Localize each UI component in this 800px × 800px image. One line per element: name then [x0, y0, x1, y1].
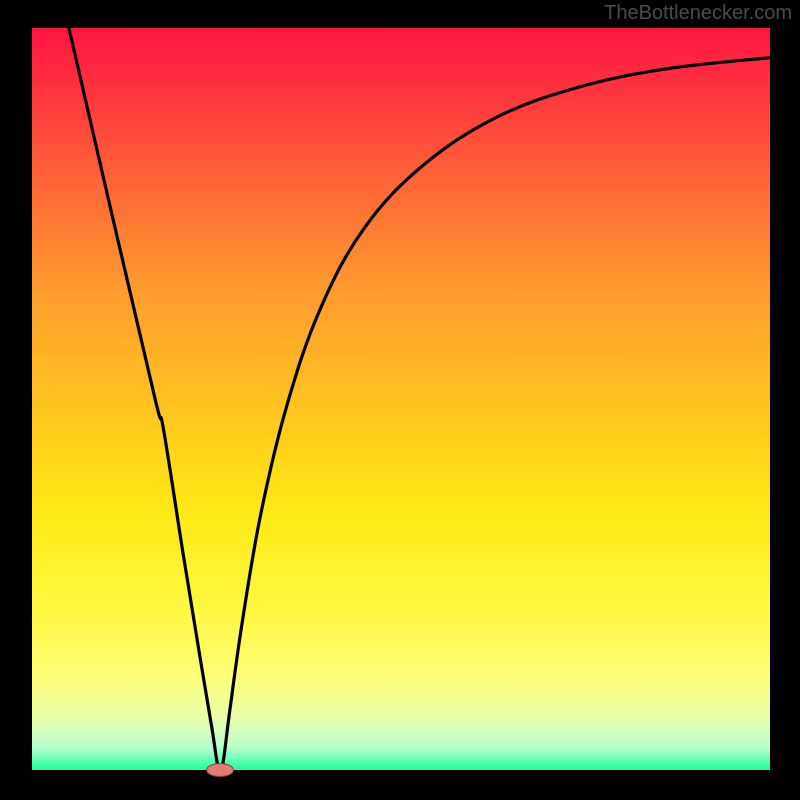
attribution-text: TheBottlenecker.com	[604, 2, 792, 25]
bottleneck-curve	[32, 28, 770, 770]
optimal-point-marker	[206, 763, 234, 777]
plot-area	[32, 28, 770, 770]
chart-container: TheBottlenecker.com	[0, 0, 800, 800]
